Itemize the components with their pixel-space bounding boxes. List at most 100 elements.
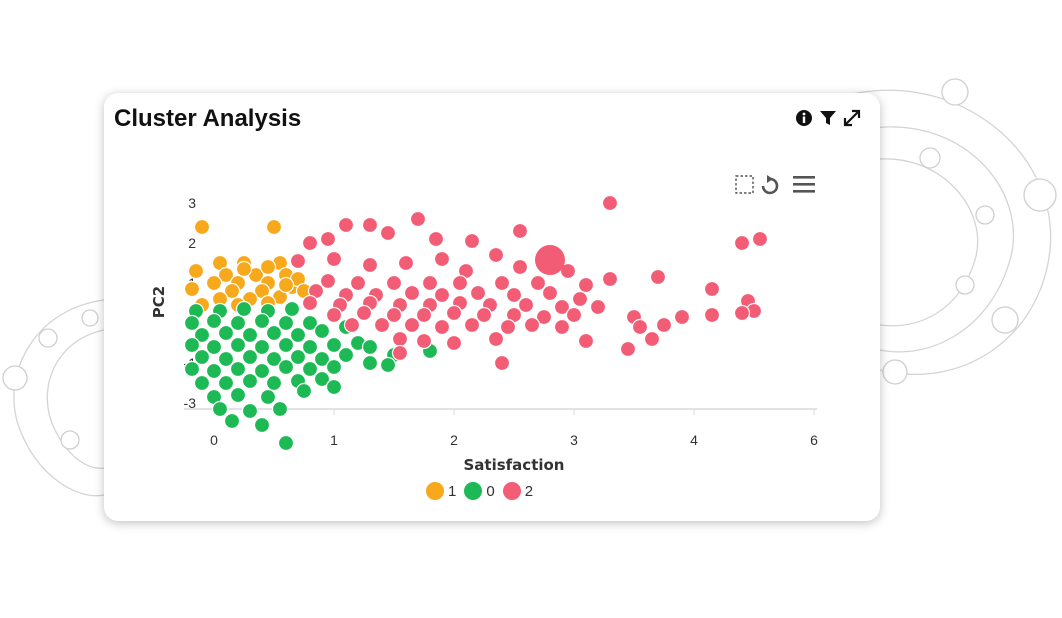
legend-item-0[interactable]: 0 [464,482,495,500]
data-point-cluster-2[interactable] [433,286,451,304]
data-point-cluster-2[interactable] [493,274,511,292]
data-point-cluster-0[interactable] [277,358,295,376]
data-point-cluster-0[interactable] [193,348,211,366]
data-point-cluster-0[interactable] [193,374,211,392]
data-point-cluster-0[interactable] [241,348,259,366]
data-point-cluster-0[interactable] [271,400,289,418]
data-point-cluster-2[interactable] [445,334,463,352]
data-point-cluster-0[interactable] [229,386,247,404]
data-point-cluster-1[interactable] [183,280,201,298]
data-point-cluster-0[interactable] [361,354,379,372]
data-point-cluster-0[interactable] [241,372,259,390]
data-point-cluster-2[interactable] [649,268,667,286]
data-point-cluster-0[interactable] [337,346,355,364]
data-point-cluster-2[interactable] [451,274,469,292]
data-point-cluster-2[interactable] [571,290,589,308]
data-point-cluster-1[interactable] [205,274,223,292]
data-point-cluster-2[interactable] [337,216,355,234]
data-point-cluster-2[interactable] [493,354,511,372]
data-point-cluster-2[interactable] [409,210,427,228]
data-point-cluster-0[interactable] [211,400,229,418]
legend-item-2[interactable]: 2 [502,482,533,500]
data-point-cluster-0[interactable] [183,360,201,378]
data-point-cluster-2[interactable] [391,330,409,348]
data-point-cluster-0[interactable] [205,312,223,330]
data-point-cluster-2[interactable] [487,330,505,348]
data-point-cluster-2[interactable] [619,340,637,358]
data-point-cluster-0[interactable] [229,360,247,378]
data-point-cluster-1[interactable] [223,282,241,300]
data-point-cluster-0[interactable] [241,326,259,344]
data-point-cluster-2[interactable] [379,224,397,242]
data-point-cluster-0[interactable] [301,314,319,332]
data-point-cluster-2[interactable] [445,304,463,322]
data-point-cluster-1[interactable] [265,218,283,236]
data-point-cluster-0[interactable] [301,360,319,378]
expand-icon[interactable] [842,108,862,128]
data-point-cluster-2[interactable] [433,318,451,336]
data-point-cluster-2[interactable] [301,234,319,252]
data-point-cluster-2[interactable] [433,250,451,268]
data-point-cluster-0[interactable] [265,324,283,342]
data-point-cluster-2[interactable] [325,250,343,268]
data-point-cluster-2[interactable] [463,232,481,250]
legend-item-1[interactable]: 1 [426,482,456,500]
data-point-cluster-2[interactable] [655,316,673,334]
data-point-cluster-0[interactable] [325,358,343,376]
data-point-cluster-0[interactable] [205,338,223,356]
data-point-cluster-2[interactable] [541,284,559,302]
data-point-cluster-2[interactable] [469,284,487,302]
data-point-cluster-2[interactable] [601,194,619,212]
data-point-cluster-0[interactable] [183,336,201,354]
data-point-cluster-2[interactable] [463,316,481,334]
data-point-cluster-2[interactable] [325,306,343,324]
data-point-cluster-0[interactable] [283,300,301,318]
data-point-cluster-0[interactable] [235,300,253,318]
data-point-cluster-0[interactable] [259,388,277,406]
data-point-cluster-0[interactable] [183,314,201,332]
data-point-cluster-0[interactable] [217,350,235,368]
data-point-cluster-2[interactable] [475,306,493,324]
data-point-cluster-0[interactable] [361,338,379,356]
data-point-cluster-0[interactable] [229,314,247,332]
data-point-cluster-2[interactable] [355,304,373,322]
data-point-cluster-0[interactable] [379,356,397,374]
data-point-cluster-2[interactable] [427,230,445,248]
data-point-cluster-2[interactable] [751,230,769,248]
data-point-cluster-0[interactable] [277,434,295,452]
data-point-cluster-2[interactable] [403,316,421,334]
data-point-cluster-2[interactable] [403,284,421,302]
data-point-cluster-2[interactable] [421,274,439,292]
data-point-cluster-2[interactable] [397,254,415,272]
refresh-icon[interactable] [761,175,779,195]
data-point-cluster-2[interactable] [487,246,505,264]
data-point-cluster-0[interactable] [277,336,295,354]
data-point-cluster-2[interactable] [499,318,517,336]
data-point-cluster-2[interactable] [415,306,433,324]
menu-icon[interactable] [793,176,815,193]
data-point-cluster-2[interactable] [319,272,337,290]
data-point-cluster-1[interactable] [235,260,253,278]
highlighted-data-point[interactable] [535,245,565,275]
data-point-cluster-2[interactable] [343,316,361,334]
data-point-cluster-0[interactable] [223,412,241,430]
data-point-cluster-2[interactable] [505,286,523,304]
data-point-cluster-0[interactable] [217,324,235,342]
data-point-cluster-0[interactable] [241,402,259,420]
data-point-cluster-2[interactable] [673,308,691,326]
data-point-cluster-2[interactable] [415,332,433,350]
data-point-cluster-0[interactable] [205,362,223,380]
data-point-cluster-2[interactable] [559,262,577,280]
data-point-cluster-2[interactable] [553,318,571,336]
data-point-cluster-2[interactable] [703,306,721,324]
data-point-cluster-0[interactable] [229,336,247,354]
selection-box-icon[interactable] [735,175,754,194]
data-point-cluster-2[interactable] [523,316,541,334]
data-point-cluster-0[interactable] [289,326,307,344]
data-point-cluster-0[interactable] [301,338,319,356]
data-point-cluster-2[interactable] [733,304,751,322]
data-point-cluster-2[interactable] [517,296,535,314]
filter-icon[interactable] [818,108,838,128]
data-point-cluster-2[interactable] [301,294,319,312]
data-point-cluster-2[interactable] [565,306,583,324]
